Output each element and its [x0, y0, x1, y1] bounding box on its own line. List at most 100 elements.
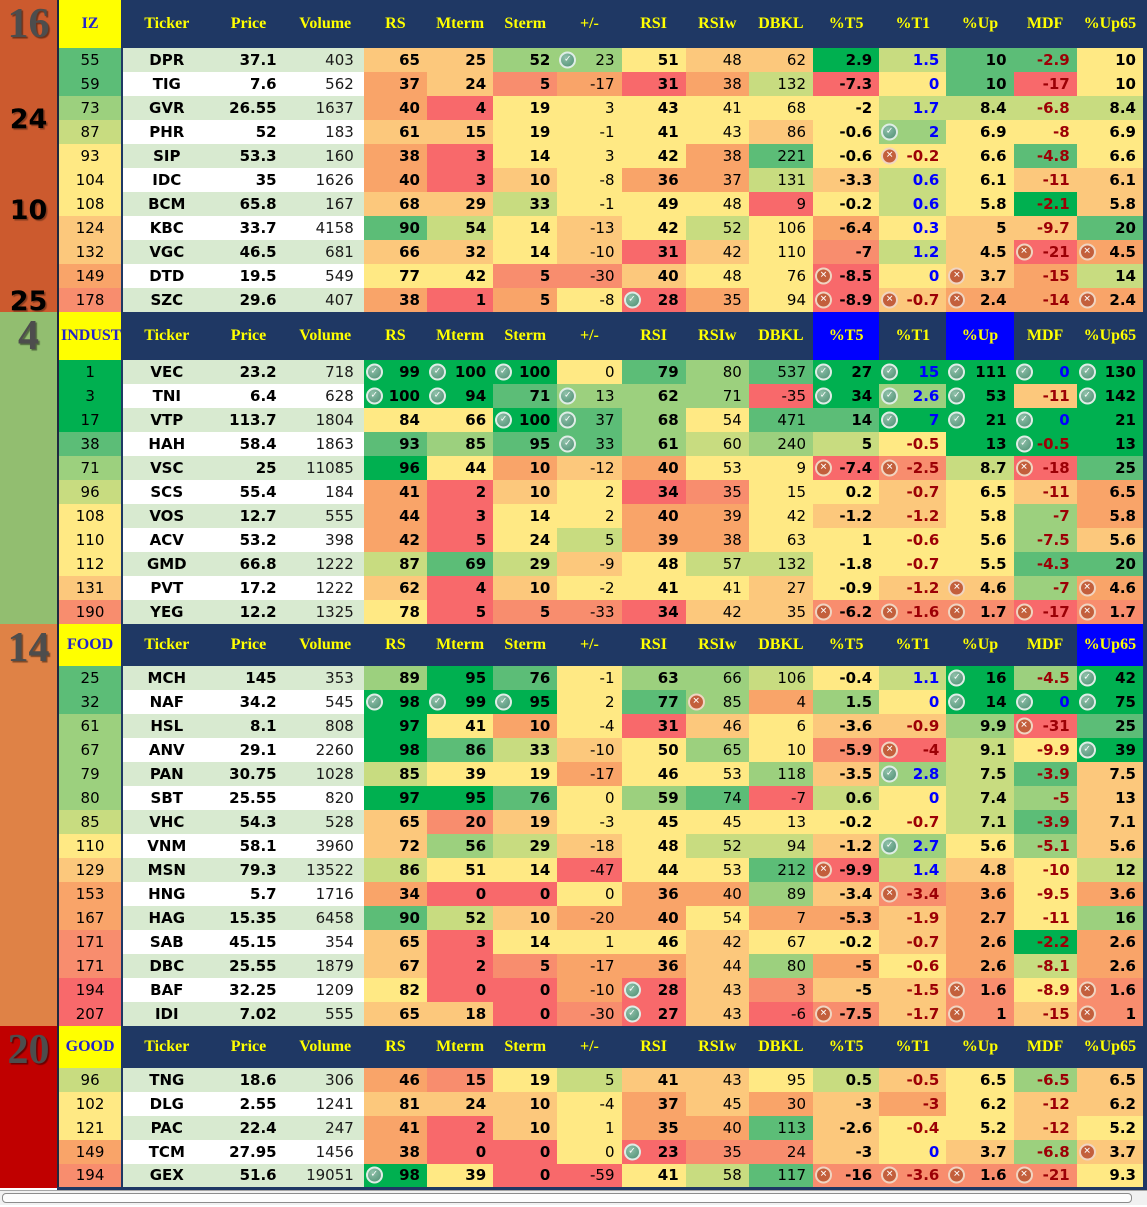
ticker-cell[interactable]: MCH [121, 666, 211, 690]
col-header-rs[interactable]: RS [363, 1026, 427, 1068]
col-header-mdf[interactable]: MDF [1013, 312, 1077, 360]
col-header-volume[interactable]: Volume [286, 0, 364, 48]
col-header-up[interactable]: %Up [946, 0, 1014, 48]
stock-row[interactable]: 121 PAC 22.4 247 41 2 10 1 35 40 113 -2.6 -0.4 5.2 -12… [58, 1116, 1145, 1140]
col-header-rsiw[interactable]: RSIw [685, 1026, 749, 1068]
col-header-pm[interactable]: +/- [557, 0, 622, 48]
col-header-sterm[interactable]: Sterm [493, 0, 558, 48]
col-header-rsiw[interactable]: RSIw [685, 312, 749, 360]
stock-row[interactable]: 87 PHR 52 183 61 15 19 -1 41 43 86 -0.6 ✓ 2 6.9 -8 6.9 [58, 120, 1145, 144]
col-header-sterm[interactable]: Sterm [493, 1026, 558, 1068]
stock-row[interactable]: 131 PVT 17.2 1222 62 4 10 -2 41 41 27 -0.9 -1.2 ✕ 4.6 -… [58, 576, 1145, 600]
stock-row[interactable]: 171 DBC 25.55 1879 67 2 5 -17 36 44 80 -5 -0.6 2.6 -8.… [58, 954, 1145, 978]
stock-row[interactable]: 112 GMD 66.8 1222 87 69 29 -9 48 57 132 -1.8 -0.7 5.5… [58, 552, 1145, 576]
ticker-cell[interactable]: VEC [121, 360, 211, 384]
ticker-cell[interactable]: NAF [121, 690, 211, 714]
ticker-cell[interactable]: BAF [121, 978, 211, 1002]
stock-row[interactable]: 59 TIG 7.6 562 37 24 5 -17 31 38 132 -7.3 0 10 -17 10 [58, 72, 1145, 96]
col-header-price[interactable]: Price [210, 624, 287, 666]
ticker-cell[interactable]: TCM [121, 1140, 211, 1164]
col-header-mterm[interactable]: Mterm [426, 1026, 494, 1068]
ticker-cell[interactable]: SCS [121, 480, 211, 504]
col-header-rsi[interactable]: RSI [621, 0, 686, 48]
stock-row[interactable]: 149 DTD 19.5 549 77 42 5 -30 40 48 76 ✕ -8.5 0 ✕ 3.7 -15… [58, 264, 1145, 288]
stock-row[interactable]: 102 DLG 2.55 1241 81 24 10 -4 37 45 30 -3 -3 6.2 -12 6.… [58, 1092, 1145, 1116]
col-header-price[interactable]: Price [210, 0, 287, 48]
ticker-cell[interactable]: VNM [121, 834, 211, 858]
stock-row[interactable]: 32 NAF 34.2 545 ✓ 98 ✓ 99 ✓ 95 2 77 ✕ 85 4 1.5 0 ✓ 14 ✓ 0 ✓ 75 [58, 690, 1145, 714]
col-header-t5[interactable]: %T5 [813, 0, 880, 48]
ticker-cell[interactable]: PHR [121, 120, 211, 144]
col-header-t1[interactable]: %T1 [879, 1026, 947, 1068]
col-header-mterm[interactable]: Mterm [426, 624, 494, 666]
col-header-volume[interactable]: Volume [286, 312, 364, 360]
col-header-volume[interactable]: Volume [286, 1026, 364, 1068]
col-header-t5[interactable]: %T5 [813, 312, 880, 360]
col-header-up65[interactable]: %Up65 [1076, 312, 1145, 360]
ticker-cell[interactable]: BCM [121, 192, 211, 216]
ticker-cell[interactable]: DLG [121, 1092, 211, 1116]
col-header-up[interactable]: %Up [946, 312, 1014, 360]
col-header-dbkl[interactable]: DBKL [748, 624, 814, 666]
stock-row[interactable]: 132 VGC 46.5 681 66 32 14 -10 31 42 110 -7 1.2 4.5 ✕ -2… [58, 240, 1145, 264]
stock-row[interactable]: 96 SCS 55.4 184 41 2 10 2 34 35 15 0.2 -0.7 6.5 -11 6.5 [58, 480, 1145, 504]
ticker-cell[interactable]: IDC [121, 168, 211, 192]
col-header-pm[interactable]: +/- [557, 312, 622, 360]
stock-row[interactable]: 73 GVR 26.55 1637 40 4 19 3 43 41 68 -2 1.7 8.4 -6.8 8.… [58, 96, 1145, 120]
stock-row[interactable]: 80 SBT 25.55 820 97 95 76 0 59 74 -7 0.6 0 7.4 -5 13 [58, 786, 1145, 810]
ticker-cell[interactable]: VHC [121, 810, 211, 834]
stock-row[interactable]: 85 VHC 54.3 528 65 20 19 -3 45 45 13 -0.2 -0.7 7.1 -3.… [58, 810, 1145, 834]
col-header-mterm[interactable]: Mterm [426, 0, 494, 48]
horizontal-scrollbar[interactable] [0, 1189, 1147, 1205]
col-header-volume[interactable]: Volume [286, 624, 364, 666]
col-header-mdf[interactable]: MDF [1013, 0, 1077, 48]
col-header-t1[interactable]: %T1 [879, 624, 947, 666]
col-header-t5[interactable]: %T5 [813, 1026, 880, 1068]
ticker-cell[interactable]: KBC [121, 216, 211, 240]
col-header-ticker[interactable]: Ticker [122, 1026, 211, 1068]
col-header-dbkl[interactable]: DBKL [748, 0, 814, 48]
stock-row[interactable]: 1 VEC 23.2 718 ✓ 99 ✓ 100 ✓ 100 0 79 80 537 ✓ 27 ✓ 15 ✓ 111… [58, 360, 1145, 384]
ticker-cell[interactable]: VGC [121, 240, 211, 264]
ticker-cell[interactable]: SBT [121, 786, 211, 810]
col-header-dbkl[interactable]: DBKL [748, 1026, 814, 1068]
stock-row[interactable]: 17 VTP 113.7 1804 84 66 ✓ 100 ✓ 37 68 54 471 14 ✓ 7 ✓ 21 ✓… [58, 408, 1145, 432]
col-header-pm[interactable]: +/- [557, 1026, 622, 1068]
col-header-ticker[interactable]: Ticker [122, 624, 211, 666]
stock-row[interactable]: 110 VNM 58.1 3960 72 56 29 -18 48 52 94 -1.2 ✓ 2.7 5.6… [58, 834, 1145, 858]
stock-row[interactable]: 171 SAB 45.15 354 65 3 14 1 46 42 67 -0.2 -0.7 2.6 -2.… [58, 930, 1145, 954]
stock-row[interactable]: 108 BCM 65.8 167 68 29 33 -1 49 48 9 -0.2 0.6 5.8 -2.1… [58, 192, 1145, 216]
ticker-cell[interactable]: HAH [121, 432, 211, 456]
ticker-cell[interactable]: VTP [121, 408, 211, 432]
ticker-cell[interactable]: PVT [121, 576, 211, 600]
col-header-rsiw[interactable]: RSIw [685, 624, 749, 666]
col-header-up[interactable]: %Up [946, 624, 1014, 666]
stock-row[interactable]: 61 HSL 8.1 808 97 41 10 -4 31 46 6 -3.6 -0.9 9.9 ✕ -31 2… [58, 714, 1145, 738]
ticker-cell[interactable]: DTD [121, 264, 211, 288]
stock-row[interactable]: 153 HNG 5.7 1716 34 0 0 0 36 40 89 -3.4 ✕ -3.4 3.6 -9.5… [58, 882, 1145, 906]
stock-row[interactable]: 79 PAN 30.75 1028 85 39 19 -17 46 53 118 -3.5 ✓ 2.8 7.… [58, 762, 1145, 786]
ticker-cell[interactable]: GEX [121, 1164, 211, 1188]
ticker-cell[interactable]: HNG [121, 882, 211, 906]
col-header-rs[interactable]: RS [363, 624, 427, 666]
ticker-cell[interactable]: ACV [121, 528, 211, 552]
ticker-cell[interactable]: YEG [121, 600, 211, 624]
stock-row[interactable]: 110 ACV 53.2 398 42 5 24 5 39 38 63 1 -0.6 5.6 -7.5 5.6 [58, 528, 1145, 552]
stock-row[interactable]: 194 BAF 32.25 1209 82 0 0 -10 ✓ 28 43 3 -5 -1.5 ✕ 1.6 -8… [58, 978, 1145, 1002]
ticker-cell[interactable]: ANV [121, 738, 211, 762]
ticker-cell[interactable]: HAG [121, 906, 211, 930]
stock-row[interactable]: 93 SIP 53.3 160 38 3 14 3 42 38 221 -0.6 ✕ -0.2 6.6 -4.… [58, 144, 1145, 168]
col-header-up[interactable]: %Up [946, 1026, 1014, 1068]
col-header-up65[interactable]: %Up65 [1076, 624, 1145, 666]
ticker-cell[interactable]: PAN [121, 762, 211, 786]
stock-row[interactable]: 124 KBC 33.7 4158 90 54 14 -13 42 52 106 -6.4 0.3 5 -9… [58, 216, 1145, 240]
stock-row[interactable]: 207 IDI 7.02 555 65 18 0 -30 ✓ 27 43 -6 ✕ -7.5 -1.7 ✕ 1-… [58, 1002, 1145, 1026]
ticker-cell[interactable]: DPR [121, 48, 211, 72]
col-header-mdf[interactable]: MDF [1013, 624, 1077, 666]
stock-row[interactable]: 25 MCH 145 353 89 95 76 -1 63 66 106 -0.4 1.1 ✓ 16 -4.5… [58, 666, 1145, 690]
stock-row[interactable]: 96 TNG 18.6 306 46 15 19 5 41 43 95 0.5 -0.5 6.5 -6.5 6… [58, 1068, 1145, 1092]
stock-row[interactable]: 38 HAH 58.4 1863 93 85 95 ✓ 33 61 60 240 5 -0.5 13 ✓ -0.… [58, 432, 1145, 456]
stock-row[interactable]: 108 VOS 12.7 555 44 3 14 2 40 39 42 -1.2 -1.2 5.8 -7 5.… [58, 504, 1145, 528]
ticker-cell[interactable]: GMD [121, 552, 211, 576]
col-header-mdf[interactable]: MDF [1013, 1026, 1077, 1068]
